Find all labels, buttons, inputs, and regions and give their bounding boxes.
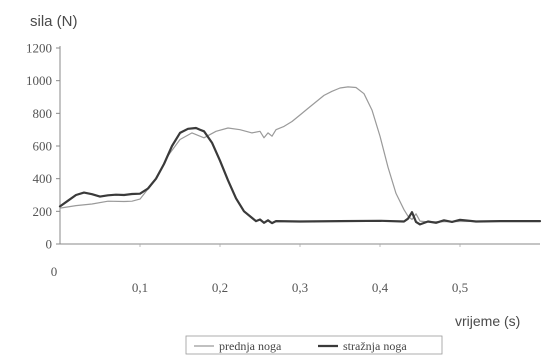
y-tick-label: 800 [33,106,53,121]
y-tick-label: 600 [33,139,53,154]
x-tick-group: 0,1 0,2 0,3 0,4 0,5 [132,244,468,295]
series-line-1 [58,126,542,226]
y-tick-label: 0 [46,237,53,252]
legend: prednja noga stražnja noga [185,335,443,355]
x-tick-label: 0,3 [292,280,308,295]
series-layer [58,86,542,226]
series-line-0 [59,86,541,223]
x-axis-label: vrijeme (s) [455,313,520,329]
y-tick-label: 1000 [26,73,52,88]
axes [59,46,540,245]
y-tick-label: 400 [33,171,53,186]
legend-label-prednja: prednja noga [219,339,282,353]
y-axis-label: sila (N) [30,13,78,30]
y-tick-label: 200 [33,204,53,219]
y-tick-group: 0 200 400 600 800 1000 1200 [26,41,60,252]
x-tick-label: 0,4 [372,280,389,295]
x-tick-label: 0,5 [452,280,468,295]
x-tick-label: 0,2 [212,280,228,295]
x-origin-label: 0 [51,264,58,279]
legend-label-strazna: stražnja noga [343,339,407,353]
x-tick-label: 0,1 [132,280,148,295]
legend-box [185,335,443,355]
y-tick-label: 1200 [26,41,52,56]
